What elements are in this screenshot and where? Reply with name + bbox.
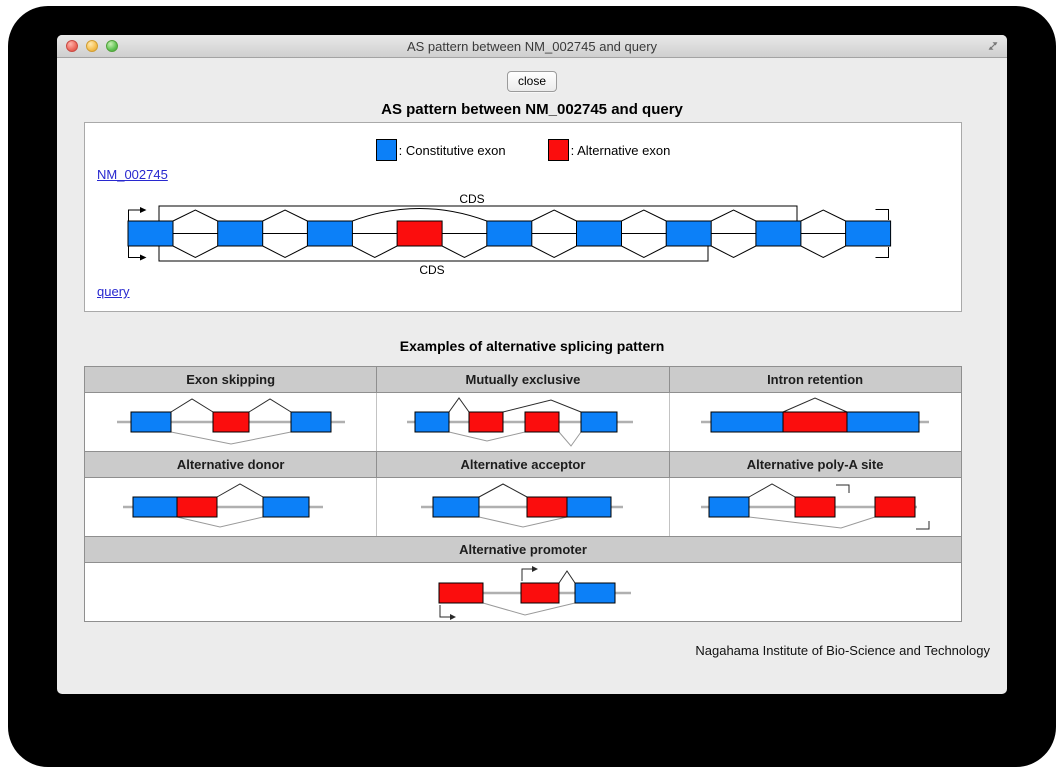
footer-credit: Nagahama Institute of Bio-Science and Te… bbox=[695, 643, 990, 658]
close-button[interactable]: close bbox=[506, 71, 557, 92]
exon-skipping-cell bbox=[85, 393, 377, 451]
promoter-arrowhead-bottom bbox=[450, 614, 456, 620]
header-row-2: Alternative donor Alternative acceptor A… bbox=[85, 451, 961, 478]
alternative-promoter-cell bbox=[85, 563, 961, 621]
legend-constitutive: : Constitutive exon bbox=[375, 139, 506, 161]
zoom-window-button[interactable] bbox=[106, 40, 118, 52]
window-content: close AS pattern between NM_002745 and q… bbox=[57, 58, 1007, 694]
legend: : Constitutive exon : Alternative exon bbox=[85, 139, 961, 161]
alternative-donor-diagram bbox=[122, 483, 323, 528]
transcript-link-query[interactable]: query bbox=[97, 284, 130, 299]
intron-retention-cell bbox=[668, 393, 961, 451]
fullscreen-icon[interactable] bbox=[987, 40, 999, 52]
polya-end-bracket-bottom bbox=[916, 521, 930, 530]
promoter-arrowhead-top bbox=[532, 566, 538, 572]
header-alternative-donor: Alternative donor bbox=[85, 451, 377, 478]
alternative-promoter-diagram bbox=[438, 566, 631, 620]
page-title: AS pattern between NM_002745 and query bbox=[381, 101, 683, 118]
mutually-exclusive-diagram bbox=[406, 397, 633, 447]
promoter-arrow-bottom bbox=[439, 605, 450, 618]
header-row-3: Alternative promoter bbox=[85, 536, 961, 563]
as-pattern-panel: : Constitutive exon : Alternative exon N… bbox=[84, 122, 962, 312]
alternative-polya-diagram bbox=[701, 483, 930, 530]
alternative-donor-cell bbox=[85, 478, 377, 536]
header-alternative-acceptor: Alternative acceptor bbox=[376, 451, 669, 478]
diagram-row-3 bbox=[85, 563, 961, 621]
alternative-acceptor-cell bbox=[376, 478, 669, 536]
header-alternative-promoter: Alternative promoter bbox=[85, 536, 961, 563]
header-row-1: Exon skipping Mutually exclusive Intron … bbox=[85, 367, 961, 393]
diagram-row-2 bbox=[85, 478, 961, 536]
alternative-polya-cell bbox=[668, 478, 961, 536]
svg-text:CDS: CDS bbox=[459, 192, 484, 206]
constitutive-exon-swatch bbox=[375, 139, 397, 161]
header-exon-skipping: Exon skipping bbox=[85, 367, 377, 393]
polya-end-bracket-top bbox=[836, 484, 850, 493]
examples-table: Exon skipping Mutually exclusive Intron … bbox=[84, 366, 962, 622]
header-intron-retention: Intron retention bbox=[668, 367, 961, 393]
title-bar[interactable]: AS pattern between NM_002745 and query bbox=[57, 35, 1007, 58]
promoter-arrow-top bbox=[521, 568, 532, 581]
minimize-window-button[interactable] bbox=[86, 40, 98, 52]
traffic-lights bbox=[66, 40, 118, 52]
transcript-link-nm002745[interactable]: NM_002745 bbox=[97, 167, 168, 182]
mutually-exclusive-cell bbox=[376, 393, 669, 451]
legend-constitutive-label: : Constitutive exon bbox=[398, 142, 506, 158]
legend-alternative-label: : Alternative exon bbox=[570, 142, 671, 158]
legend-alternative: : Alternative exon bbox=[547, 139, 671, 161]
diagram-row-1 bbox=[85, 393, 961, 451]
exon-skipping-diagram bbox=[116, 398, 345, 445]
alternative-exon-swatch bbox=[547, 139, 569, 161]
window-title: AS pattern between NM_002745 and query bbox=[406, 38, 658, 54]
close-window-button[interactable] bbox=[66, 40, 78, 52]
examples-heading: Examples of alternative splicing pattern bbox=[399, 338, 665, 354]
header-mutually-exclusive: Mutually exclusive bbox=[376, 367, 669, 393]
alternative-acceptor-diagram bbox=[420, 483, 623, 528]
as-pattern-svg: CDS CDS bbox=[127, 192, 892, 277]
svg-text:CDS: CDS bbox=[419, 263, 444, 277]
header-alternative-polya: Alternative poly-A site bbox=[668, 451, 961, 478]
intron-retention-diagram bbox=[701, 397, 930, 433]
app-window: AS pattern between NM_002745 and query c… bbox=[57, 35, 1007, 694]
